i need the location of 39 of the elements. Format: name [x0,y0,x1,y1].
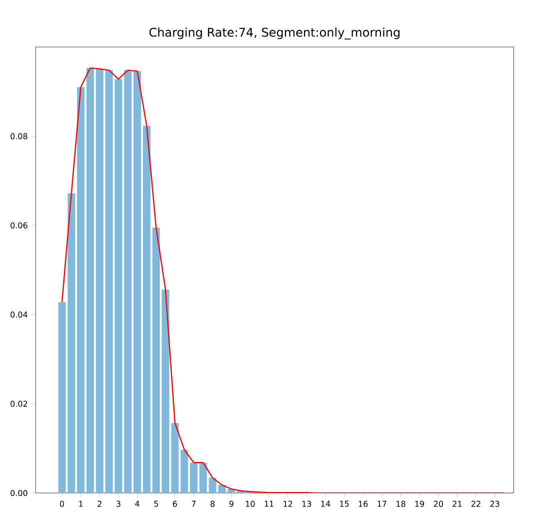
x-tick-label: 18 [396,500,406,507]
y-tick-label: 0.00 [10,490,28,496]
bar [124,70,132,493]
x-tick-label: 21 [452,500,462,507]
x-tick-label: 13 [302,500,312,507]
x-tick-label: 0 [60,500,64,507]
x-tick-label: 23 [490,500,500,507]
x-tick-label: 11 [264,500,274,507]
bar [142,126,150,493]
x-tick-label: 17 [378,500,386,507]
x-tick-label: 14 [321,500,330,507]
bar [96,68,104,493]
x-tick-label: 15 [340,500,349,507]
x-tick-label: 12 [284,500,292,507]
y-tick-label: 0.04 [10,312,28,318]
x-tick-label: 7 [192,500,196,507]
x-tick-label: 22 [472,500,480,507]
y-tick-label: 0.06 [10,222,28,228]
x-tick-label: 1 [79,500,83,507]
x-tick-label: 10 [246,500,255,507]
x-tick-label: 4 [135,500,140,507]
x-tick-label: 19 [415,500,424,507]
bar [190,462,198,493]
x-tick-label: 8 [210,500,215,507]
x-tick-label: 16 [358,500,368,507]
bar [180,450,188,493]
x-tick-label: 9 [229,500,234,507]
chart-title: Charging Rate:74, Segment:only_morning [149,28,400,40]
bar [134,71,142,493]
x-tick-label: 20 [434,500,443,507]
y-tick-label: 0.08 [10,133,28,140]
bar [199,462,207,493]
y-tick-label: 0.02 [10,400,28,407]
bar [77,87,85,493]
x-tick-label: 2 [98,500,102,507]
x-tick-label: 3 [116,500,120,507]
bar [86,68,94,493]
x-tick-label: 5 [154,500,158,507]
x-tick-label: 6 [172,500,177,507]
